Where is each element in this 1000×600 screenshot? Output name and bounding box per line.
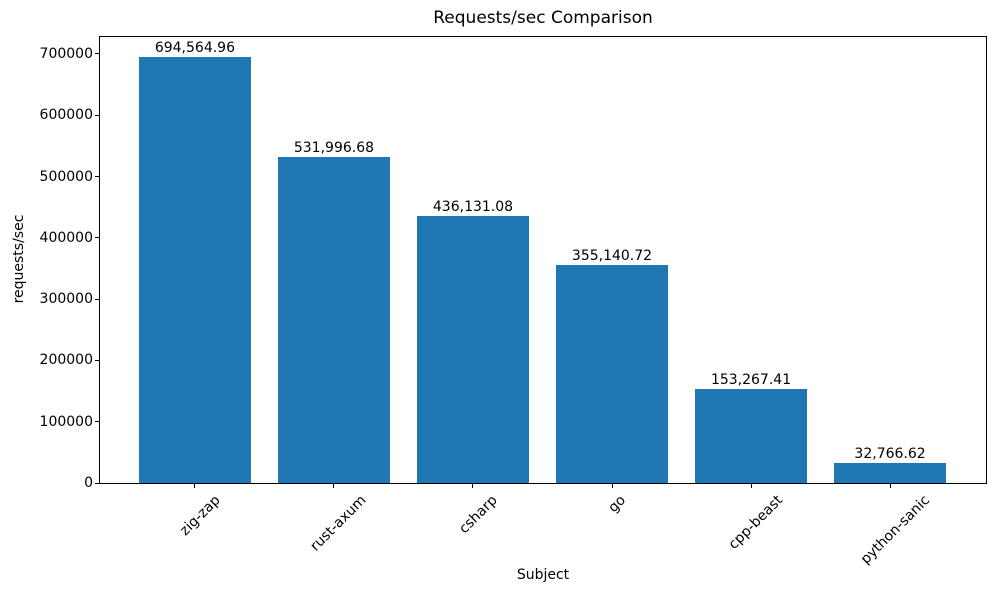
- x-tick-label: go: [605, 492, 630, 516]
- y-tick-mark: [95, 237, 99, 239]
- y-tick-mark: [95, 359, 99, 361]
- bar-zig-zap: [139, 57, 251, 483]
- y-tick-mark: [95, 114, 99, 116]
- chart-title: Requests/sec Comparison: [433, 8, 653, 28]
- bar-value-label: 531,996.68: [293, 139, 375, 156]
- y-tick-label: 400000: [39, 229, 93, 246]
- y-tick-label: 300000: [39, 291, 93, 308]
- x-tick-mark: [750, 484, 752, 488]
- y-tick-mark: [95, 298, 99, 300]
- bar-value-label: 153,267.41: [710, 372, 792, 389]
- y-tick-mark: [95, 53, 99, 55]
- y-tick-label: 200000: [39, 352, 93, 369]
- x-tick-label: rust-axum: [307, 492, 370, 555]
- y-tick-mark: [95, 482, 99, 484]
- bar-rust-axum: [278, 156, 390, 483]
- bar-value-label: 694,564.96: [154, 40, 236, 57]
- x-tick-mark: [472, 484, 474, 488]
- y-tick-mark: [95, 421, 99, 423]
- y-tick-mark: [95, 176, 99, 178]
- bar-go: [556, 265, 668, 483]
- bar-cpp-beast: [695, 389, 807, 483]
- y-axis-label: requests/sec: [11, 214, 27, 304]
- x-tick-label: csharp: [455, 492, 501, 537]
- x-tick-mark: [889, 484, 891, 488]
- x-tick-mark: [194, 484, 196, 488]
- y-tick-label: 0: [84, 475, 93, 491]
- bar-value-label: 32,766.62: [854, 445, 926, 462]
- y-tick-label: 100000: [39, 413, 93, 430]
- x-tick-mark: [611, 484, 613, 488]
- x-tick-label: zig-zap: [176, 492, 224, 539]
- x-axis-label: Subject: [516, 567, 570, 583]
- y-tick-label: 500000: [39, 168, 93, 185]
- plot-area: [99, 36, 987, 484]
- y-tick-label: 700000: [39, 45, 93, 62]
- x-tick-mark: [333, 484, 335, 488]
- y-tick-label: 600000: [39, 107, 93, 124]
- bar-csharp: [417, 215, 529, 483]
- bar-value-label: 355,140.72: [571, 248, 653, 265]
- x-tick-label: python-sanic: [857, 492, 933, 568]
- x-tick-label: cpp-beast: [726, 492, 787, 553]
- bar-python-sanic: [834, 462, 946, 483]
- bar-value-label: 436,131.08: [432, 198, 514, 215]
